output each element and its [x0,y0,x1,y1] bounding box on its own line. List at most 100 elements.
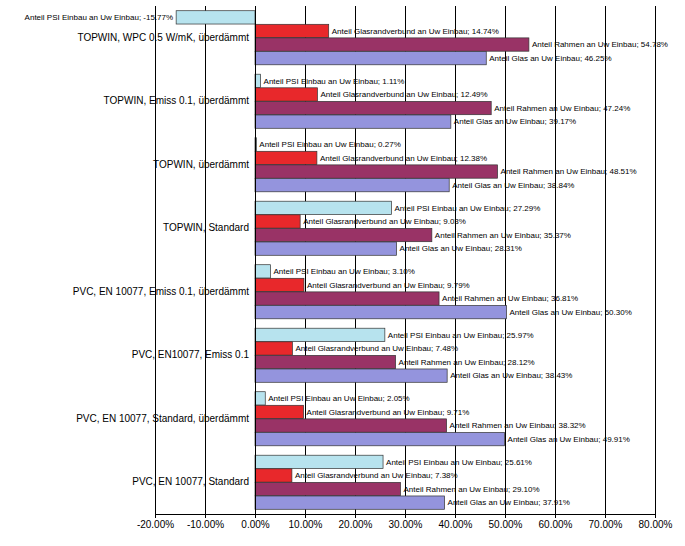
bar [255,482,401,495]
x-axis: -20.00% -10.00% 0.00% 10.00% 20.00% 30.00% 40.… [137,514,673,530]
x-tick-label: -20.00% [137,519,174,530]
bar [255,178,449,191]
bars [176,11,529,510]
bar [255,469,292,482]
x-tick: -20.00% [137,514,174,530]
bar [255,292,439,305]
data-label: Anteil PSI Einbau an Uw Einbau; 1.11% [264,77,405,86]
chart: -20.00% -10.00% 0.00% 10.00% 20.00% 30.00% 40.… [0,0,685,546]
x-tick-mark [305,514,306,518]
x-tick: 70.00% [589,514,623,530]
bar [255,24,329,37]
x-tick-label: 10.00% [289,519,323,530]
data-label: Anteil Glasrandverbund an Uw Einbau; 12.… [320,90,487,99]
data-label: Anteil PSI Einbau an Uw Einbau; 27.29% [394,204,540,213]
data-label: Anteil Rahmen an Uw Einbau; 38.32% [450,421,586,430]
x-tick: 60.00% [539,514,573,530]
data-label: Anteil Rahmen an Uw Einbau; 36.81% [442,294,578,303]
x-tick-label: 30.00% [389,519,423,530]
category-label: PVC, EN 10077, Standard, überdämmt [76,413,249,424]
data-label: Anteil Rahmen an Uw Einbau; 54.78% [532,40,668,49]
bar [255,88,317,101]
data-label: Anteil Glasrandverbund an Uw Einbau; 14.… [332,27,499,36]
data-label: Anteil PSI Einbau an Uw Einbau; 0.27% [259,140,400,149]
data-label: Anteil Glasrandverbund an Uw Einbau; 12.… [320,154,487,163]
bar [255,115,451,128]
category-label: TOPWIN, WPC 0.5 W/mK, überdämmt [77,32,249,43]
data-label: Anteil PSI Einbau an Uw Einbau; 25.61% [386,458,532,467]
x-tick-mark [555,514,556,518]
bar [255,242,397,255]
x-tick: 80.00% [639,514,673,530]
category-tick: PVC, EN 10077, Standard [132,476,249,487]
data-label: Anteil PSI Einbau an Uw Einbau; 3.10% [274,267,415,276]
x-tick: 0.00% [241,514,269,530]
x-tick: 50.00% [489,514,523,530]
data-label: Anteil PSI Einbau an Uw Einbau; 2.05% [268,394,409,403]
grid-line [205,6,206,514]
x-tick: 30.00% [389,514,423,530]
bar [255,328,385,341]
x-tick-mark [355,514,356,518]
bar [255,305,507,318]
x-axis-line [156,515,656,519]
x-tick: 10.00% [289,514,323,530]
data-label: Anteil Glasrandverbund an Uw Einbau; 9.0… [303,217,466,226]
data-label: Anteil PSI Einbau an Uw Einbau; 25.97% [388,331,534,340]
x-tick-mark [505,514,506,518]
data-label: Anteil Glas an Uw Einbau; 38.84% [452,181,574,190]
category-tick: PVC, EN 10077, Emiss 0.1, überdämmt [73,286,249,297]
x-tick: -10.00% [187,514,224,530]
bar [255,265,271,278]
bar [255,215,300,228]
x-tick-label: 70.00% [589,519,623,530]
data-label: Anteil Rahmen an Uw Einbau; 28.12% [399,358,535,367]
data-label: Anteil Glas an Uw Einbau; 50.30% [510,308,632,317]
data-label: Anteil Rahmen an Uw Einbau; 29.10% [404,485,540,494]
category-tick: TOPWIN, WPC 0.5 W/mK, überdämmt [77,32,249,43]
bar [255,392,265,405]
x-tick-label: 50.00% [489,519,523,530]
category-label: TOPWIN, Standard [163,222,249,233]
category-tick: PVC, EN 10077, Standard, überdämmt [76,413,249,424]
bar [255,38,529,51]
category-tick: TOPWIN, Standard [163,222,249,233]
bar [255,496,445,509]
x-tick-label: -10.00% [187,519,224,530]
bar [255,432,505,445]
bar [255,201,391,214]
x-tick-label: 20.00% [339,519,373,530]
x-tick-mark [205,514,206,518]
data-label: Anteil Glas an Uw Einbau; 28.31% [400,244,522,253]
category-label: TOPWIN, Emiss 0.1, überdämmt [104,95,250,106]
x-tick: 40.00% [439,514,473,530]
bar [255,405,304,418]
category-label: PVC, EN 10077, Emiss 0.1, überdämmt [73,286,249,297]
bar [255,355,396,368]
data-label: Anteil Glas an Uw Einbau; 39.17% [454,117,576,126]
bar [255,101,491,114]
category-label: PVC, EN10077, Emiss 0.1 [132,349,250,360]
bar [255,342,292,355]
x-tick-mark [255,514,256,518]
category-label: PVC, EN 10077, Standard [132,476,249,487]
x-tick-label: 40.00% [439,519,473,530]
x-tick-mark [405,514,406,518]
data-label: Anteil Glasrandverbund an Uw Einbau; 9.7… [307,408,470,417]
x-tick-label: 0.00% [241,519,269,530]
x-tick-label: 80.00% [639,519,673,530]
category-axis: TOPWIN, WPC 0.5 W/mK, überdämmt TOPWIN, E… [73,7,256,515]
bar [255,151,317,164]
bar [255,51,486,64]
x-tick-mark [655,514,656,518]
grid [155,6,655,514]
grid-line [155,6,156,514]
data-label: Anteil Rahmen an Uw Einbau; 47.24% [494,104,630,113]
bar [176,11,255,24]
bar [255,165,498,178]
category-label: TOPWIN, überdämmt [153,159,249,170]
x-tick-mark [155,514,156,518]
bar [255,455,383,468]
bar [255,278,304,291]
data-label: Anteil PSI Einbau an Uw Einbau; -15.77% [25,13,174,22]
